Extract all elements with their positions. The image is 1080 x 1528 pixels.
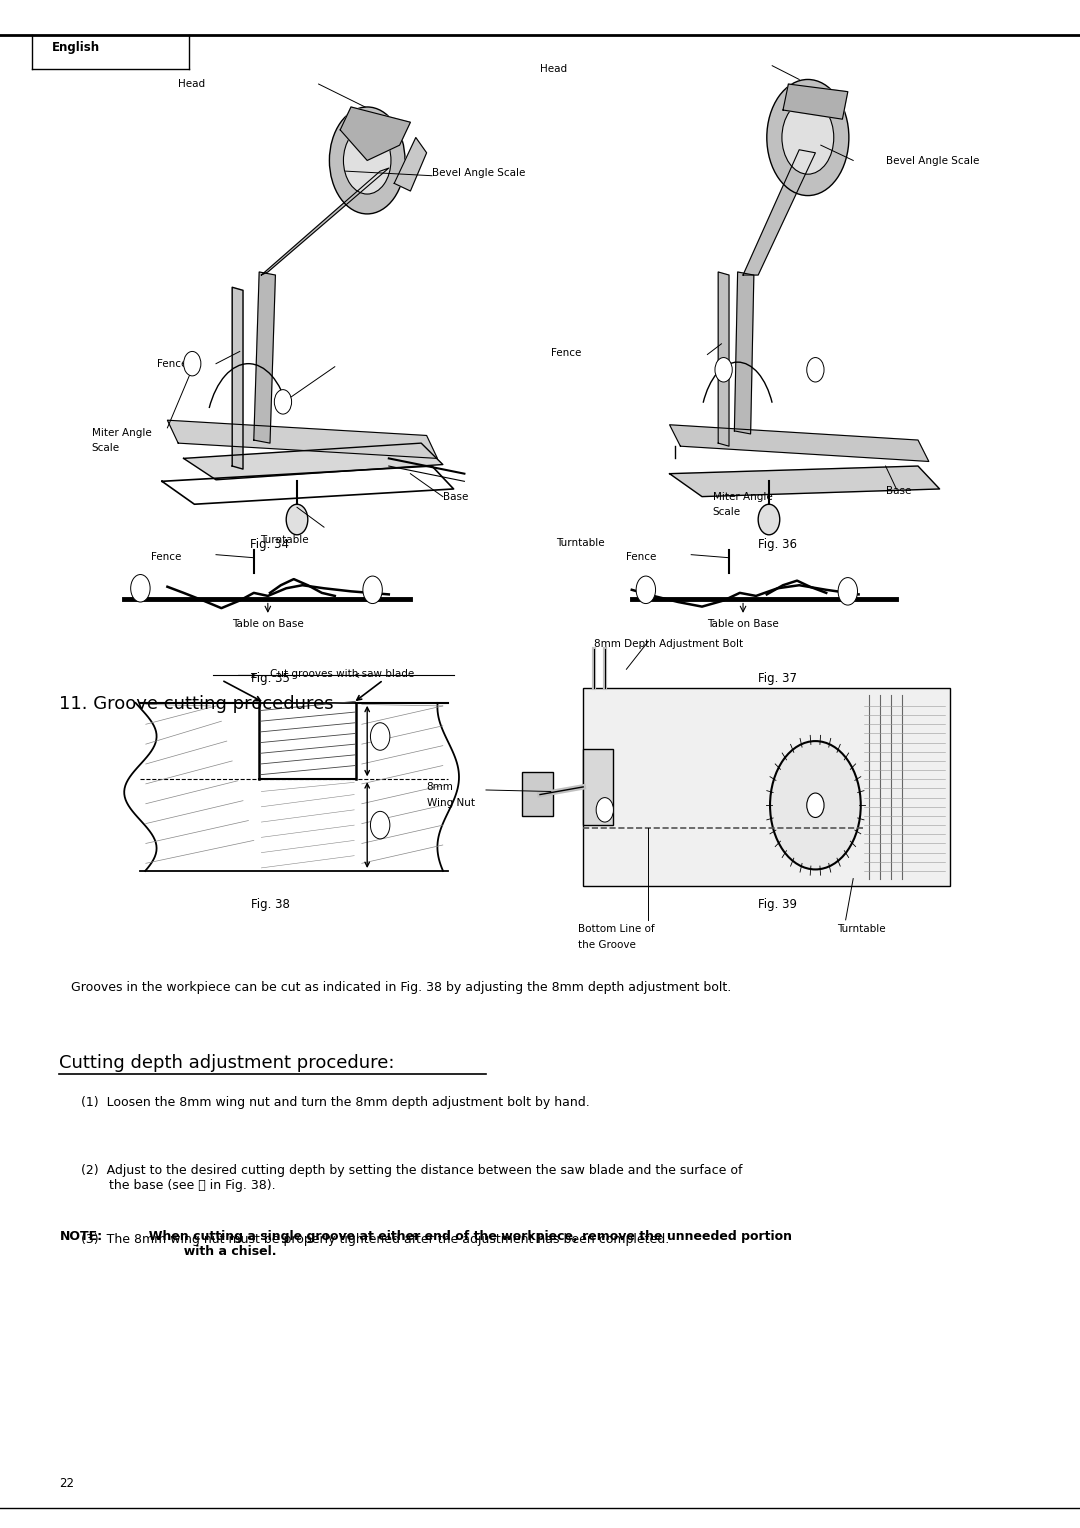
Circle shape [184, 351, 201, 376]
Text: A: A [370, 587, 375, 593]
Text: Cutting depth adjustment procedure:: Cutting depth adjustment procedure: [59, 1054, 395, 1073]
Text: Fence: Fence [551, 348, 581, 359]
Text: Scale: Scale [92, 443, 120, 454]
Polygon shape [783, 84, 848, 119]
Circle shape [363, 576, 382, 604]
Text: English: English [52, 41, 100, 55]
Text: Miter Angle: Miter Angle [92, 428, 151, 439]
Circle shape [636, 576, 656, 604]
Text: Wing Nut: Wing Nut [427, 798, 474, 808]
Text: B: B [138, 585, 143, 591]
FancyBboxPatch shape [583, 688, 950, 886]
Text: Fig. 39: Fig. 39 [758, 898, 797, 912]
Text: Base: Base [886, 486, 910, 497]
Polygon shape [670, 425, 929, 461]
Text: Cut grooves with saw blade: Cut grooves with saw blade [270, 669, 415, 680]
Circle shape [286, 504, 308, 535]
Text: Miter Angle: Miter Angle [713, 492, 772, 503]
Text: Scale: Scale [713, 507, 741, 518]
Circle shape [715, 358, 732, 382]
Text: 4: 4 [190, 361, 194, 367]
Polygon shape [232, 287, 243, 469]
Text: Bottom Line of: Bottom Line of [578, 924, 654, 935]
Circle shape [838, 578, 858, 605]
Circle shape [343, 127, 391, 194]
Polygon shape [254, 272, 275, 443]
Text: Fig. 38: Fig. 38 [251, 898, 289, 912]
Text: Bevel Angle Scale: Bevel Angle Scale [432, 168, 525, 179]
Text: Head: Head [178, 79, 205, 90]
Text: Fence: Fence [626, 552, 657, 562]
Text: Bevel Angle Scale: Bevel Angle Scale [886, 156, 978, 167]
Circle shape [807, 358, 824, 382]
Text: When cutting a single groove at either end of the workpiece, remove the unneeded: When cutting a single groove at either e… [140, 1230, 793, 1258]
Circle shape [807, 793, 824, 817]
Text: (1)  Loosen the 8mm wing nut and turn the 8mm depth adjustment bolt by hand.: (1) Loosen the 8mm wing nut and turn the… [81, 1096, 590, 1109]
Polygon shape [167, 420, 437, 458]
Text: a: a [378, 732, 382, 741]
Text: NOTE:: NOTE: [59, 1230, 103, 1244]
Text: Grooves in the workpiece can be cut as indicated in Fig. 38 by adjusting the 8mm: Grooves in the workpiece can be cut as i… [59, 981, 731, 995]
FancyBboxPatch shape [522, 772, 553, 816]
Text: 3: 3 [721, 367, 726, 373]
Circle shape [274, 390, 292, 414]
Text: Fence: Fence [151, 552, 181, 562]
Text: 8mm Depth Adjustment Bolt: 8mm Depth Adjustment Bolt [594, 639, 743, 649]
Text: Fig. 35: Fig. 35 [251, 672, 289, 686]
Text: Fig. 36: Fig. 36 [758, 538, 797, 552]
Text: b: b [378, 821, 382, 830]
Text: Base: Base [443, 492, 468, 503]
Circle shape [770, 741, 861, 869]
Circle shape [329, 107, 405, 214]
Text: Fig. 37: Fig. 37 [758, 672, 797, 686]
Text: Table on Base: Table on Base [707, 619, 779, 630]
Polygon shape [718, 272, 729, 446]
Text: Fig. 34: Fig. 34 [251, 538, 289, 552]
Polygon shape [734, 272, 754, 434]
Polygon shape [340, 107, 410, 160]
Circle shape [131, 575, 150, 602]
Polygon shape [184, 443, 443, 480]
Text: Turntable: Turntable [556, 538, 605, 549]
Text: 2: 2 [813, 367, 818, 373]
FancyBboxPatch shape [583, 749, 613, 825]
Polygon shape [670, 466, 940, 497]
Circle shape [370, 723, 390, 750]
Text: 22: 22 [59, 1476, 75, 1490]
Circle shape [370, 811, 390, 839]
Text: Turntable: Turntable [259, 535, 309, 545]
Text: Table on Base: Table on Base [232, 619, 303, 630]
Polygon shape [743, 150, 815, 275]
Circle shape [782, 101, 834, 174]
Polygon shape [261, 168, 389, 275]
Text: b: b [603, 807, 607, 813]
Text: (3)  The 8mm wing nut must be properly tightened after the adjustment has been c: (3) The 8mm wing nut must be properly ti… [81, 1233, 670, 1247]
Text: Head: Head [540, 64, 567, 75]
Text: 11. Groove cutting procedures: 11. Groove cutting procedures [59, 695, 334, 714]
Text: Turntable: Turntable [837, 924, 886, 935]
Circle shape [596, 798, 613, 822]
Text: the Groove: the Groove [578, 940, 636, 950]
Circle shape [767, 79, 849, 196]
Text: 8mm: 8mm [427, 782, 454, 793]
Text: A: A [644, 587, 648, 593]
Text: B: B [846, 588, 850, 594]
Text: Fence: Fence [157, 359, 187, 370]
Circle shape [758, 504, 780, 535]
Text: (2)  Adjust to the desired cutting depth by setting the distance between the saw: (2) Adjust to the desired cutting depth … [81, 1164, 743, 1192]
Text: 1: 1 [281, 399, 285, 405]
Polygon shape [394, 138, 427, 191]
